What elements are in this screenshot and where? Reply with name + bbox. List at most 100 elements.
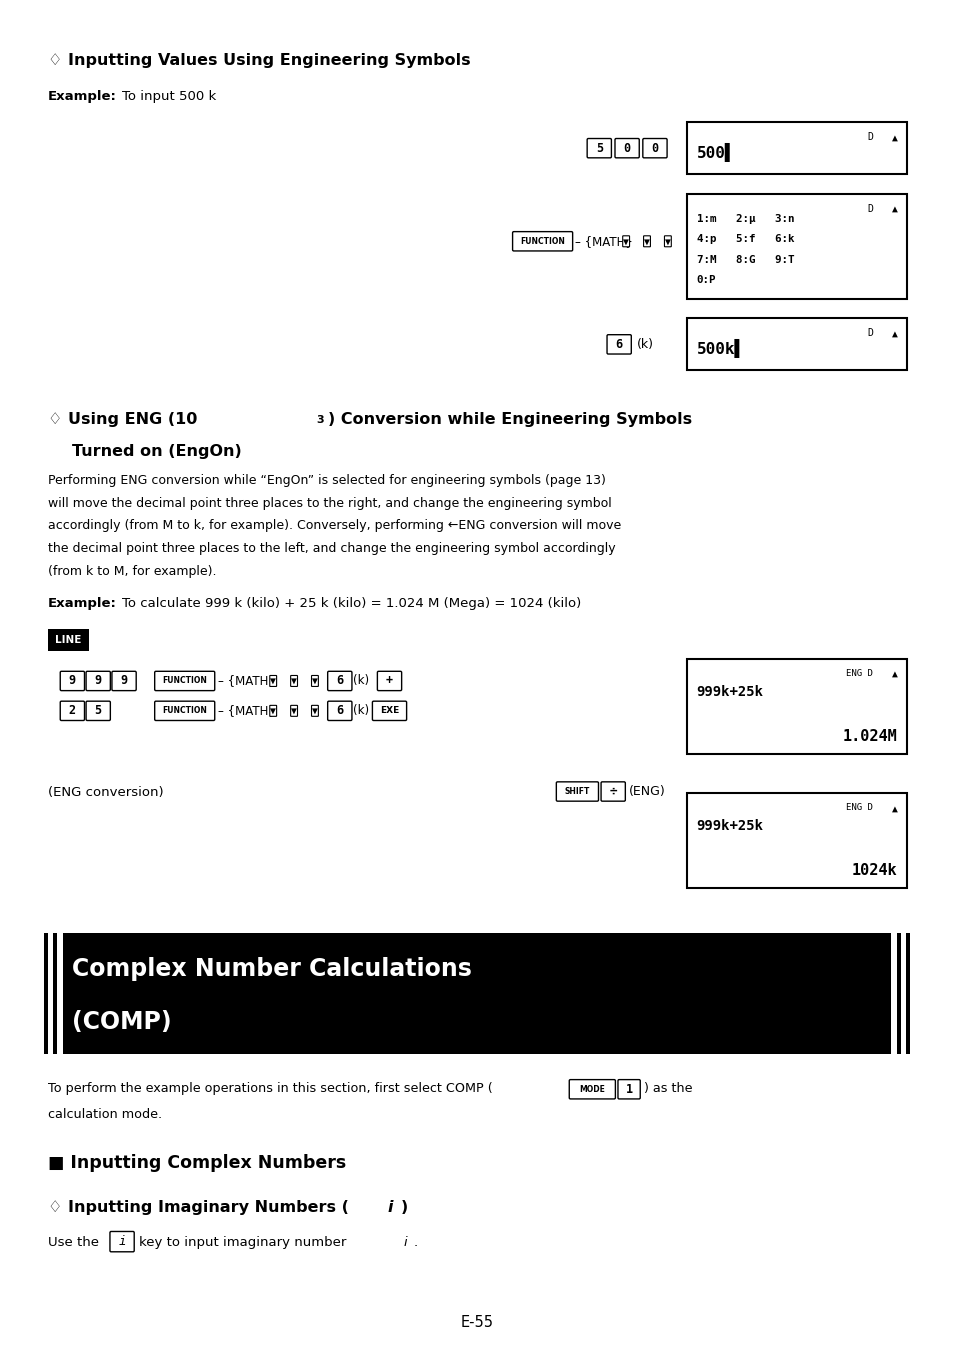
FancyBboxPatch shape bbox=[327, 701, 352, 721]
FancyBboxPatch shape bbox=[606, 335, 631, 354]
Bar bbox=[686, 194, 906, 299]
FancyBboxPatch shape bbox=[618, 1080, 639, 1099]
Text: – {MATH}: – {MATH} bbox=[217, 674, 275, 687]
Text: ▼: ▼ bbox=[664, 237, 670, 246]
Bar bbox=[37, 933, 44, 1054]
Text: EXE: EXE bbox=[379, 706, 398, 716]
Text: 3: 3 bbox=[315, 416, 323, 425]
Text: ▲: ▲ bbox=[891, 668, 897, 679]
Bar bbox=[909, 933, 916, 1054]
Text: 1.024M: 1.024M bbox=[841, 729, 897, 744]
Text: ▲: ▲ bbox=[891, 132, 897, 143]
Text: 5: 5 bbox=[94, 705, 102, 717]
Text: ) Conversion while Engineering Symbols: ) Conversion while Engineering Symbols bbox=[328, 412, 691, 428]
Bar bbox=[686, 794, 906, 888]
FancyBboxPatch shape bbox=[556, 781, 598, 802]
Text: ▼: ▼ bbox=[312, 677, 317, 686]
Text: – {MATH}: – {MATH} bbox=[217, 705, 275, 717]
Text: +: + bbox=[386, 674, 393, 687]
Text: ■ Inputting Complex Numbers: ■ Inputting Complex Numbers bbox=[48, 1154, 345, 1171]
Text: the decimal point three places to the left, and change the engineering symbol ac: the decimal point three places to the le… bbox=[48, 542, 615, 555]
Text: accordingly (from M to k, for example). Conversely, performing ←ENG conversion w: accordingly (from M to k, for example). … bbox=[48, 519, 620, 533]
Text: 999k+25k: 999k+25k bbox=[696, 685, 763, 699]
Text: FUNCTION: FUNCTION bbox=[162, 706, 207, 716]
Text: FUNCTION: FUNCTION bbox=[162, 677, 207, 686]
Bar bbox=[686, 319, 906, 370]
Text: 9: 9 bbox=[69, 674, 76, 687]
Bar bbox=[48, 629, 90, 651]
Text: To calculate 999 k (kilo) + 25 k (kilo) = 1.024 M (Mega) = 1024 (kilo): To calculate 999 k (kilo) + 25 k (kilo) … bbox=[122, 597, 580, 611]
Text: Performing ENG conversion while “EngOn” is selected for engineering symbols (pag: Performing ENG conversion while “EngOn” … bbox=[48, 473, 605, 487]
FancyBboxPatch shape bbox=[377, 671, 401, 690]
FancyBboxPatch shape bbox=[615, 139, 639, 157]
Text: 6: 6 bbox=[335, 705, 343, 717]
Text: ▲: ▲ bbox=[891, 204, 897, 214]
FancyBboxPatch shape bbox=[154, 671, 214, 690]
Text: 999k+25k: 999k+25k bbox=[696, 819, 763, 834]
FancyBboxPatch shape bbox=[154, 701, 214, 721]
Bar bbox=[37, 933, 916, 1054]
Text: ▼: ▼ bbox=[291, 706, 296, 716]
Text: (ENG): (ENG) bbox=[628, 785, 665, 798]
FancyBboxPatch shape bbox=[110, 1232, 134, 1252]
Text: 1:m   2:μ   3:n: 1:m 2:μ 3:n bbox=[696, 214, 794, 223]
Text: E-55: E-55 bbox=[460, 1315, 493, 1330]
Text: (ENG conversion): (ENG conversion) bbox=[48, 785, 163, 799]
Text: ): ) bbox=[400, 1200, 407, 1215]
Text: i: i bbox=[403, 1236, 407, 1248]
FancyBboxPatch shape bbox=[86, 701, 111, 721]
FancyBboxPatch shape bbox=[86, 671, 111, 690]
Text: 6: 6 bbox=[335, 674, 343, 687]
Text: Example:: Example: bbox=[48, 597, 116, 611]
Text: D: D bbox=[867, 328, 873, 339]
Bar bbox=[57, 933, 63, 1054]
Text: To input 500 k: To input 500 k bbox=[122, 90, 216, 104]
Bar bbox=[48, 933, 53, 1054]
Text: Turned on (EngOn): Turned on (EngOn) bbox=[72, 444, 242, 459]
Text: ▼: ▼ bbox=[270, 706, 275, 716]
Text: 5: 5 bbox=[595, 141, 602, 155]
Text: key to input imaginary number: key to input imaginary number bbox=[139, 1236, 346, 1248]
Text: LINE: LINE bbox=[55, 635, 82, 646]
Text: 500k▌: 500k▌ bbox=[696, 339, 744, 358]
FancyBboxPatch shape bbox=[60, 671, 85, 690]
Text: 0: 0 bbox=[623, 141, 630, 155]
Bar bbox=[686, 659, 906, 753]
Text: FUNCTION: FUNCTION bbox=[519, 237, 564, 246]
Text: (from k to M, for example).: (from k to M, for example). bbox=[48, 565, 215, 577]
Text: ▼: ▼ bbox=[270, 677, 275, 686]
FancyBboxPatch shape bbox=[60, 701, 85, 721]
Text: (k): (k) bbox=[353, 705, 369, 717]
Text: SHIFT: SHIFT bbox=[564, 787, 590, 796]
Text: ENG D: ENG D bbox=[845, 803, 872, 812]
Text: ENG D: ENG D bbox=[845, 668, 872, 678]
Text: 9: 9 bbox=[94, 674, 102, 687]
Text: Use the: Use the bbox=[48, 1236, 98, 1248]
FancyBboxPatch shape bbox=[372, 701, 406, 721]
Text: 4:p   5:f   6:k: 4:p 5:f 6:k bbox=[696, 234, 794, 245]
Text: (k): (k) bbox=[353, 674, 369, 687]
Bar bbox=[686, 122, 906, 174]
Text: D: D bbox=[867, 204, 873, 214]
Text: .: . bbox=[413, 1236, 417, 1248]
Text: will move the decimal point three places to the right, and change the engineerin: will move the decimal point three places… bbox=[48, 496, 611, 510]
Text: 6: 6 bbox=[615, 338, 622, 351]
FancyBboxPatch shape bbox=[327, 671, 352, 690]
Text: Example:: Example: bbox=[48, 90, 116, 104]
Text: (COMP): (COMP) bbox=[72, 1010, 172, 1033]
Text: Complex Number Calculations: Complex Number Calculations bbox=[72, 958, 472, 982]
Text: ÷: ÷ bbox=[609, 785, 617, 798]
Text: ♢ Inputting Imaginary Numbers (: ♢ Inputting Imaginary Numbers ( bbox=[48, 1200, 348, 1215]
Text: calculation mode.: calculation mode. bbox=[48, 1108, 161, 1122]
FancyBboxPatch shape bbox=[512, 231, 572, 252]
Text: 0: 0 bbox=[651, 141, 658, 155]
Text: 1: 1 bbox=[625, 1083, 632, 1096]
Text: 9: 9 bbox=[120, 674, 128, 687]
Text: 7:M   8:G   9:T: 7:M 8:G 9:T bbox=[696, 254, 794, 265]
Text: ▲: ▲ bbox=[891, 803, 897, 814]
Text: ▲: ▲ bbox=[891, 328, 897, 339]
Text: (k): (k) bbox=[637, 338, 654, 351]
Text: i: i bbox=[387, 1200, 393, 1215]
Text: 2: 2 bbox=[69, 705, 76, 717]
Bar bbox=[900, 933, 905, 1054]
